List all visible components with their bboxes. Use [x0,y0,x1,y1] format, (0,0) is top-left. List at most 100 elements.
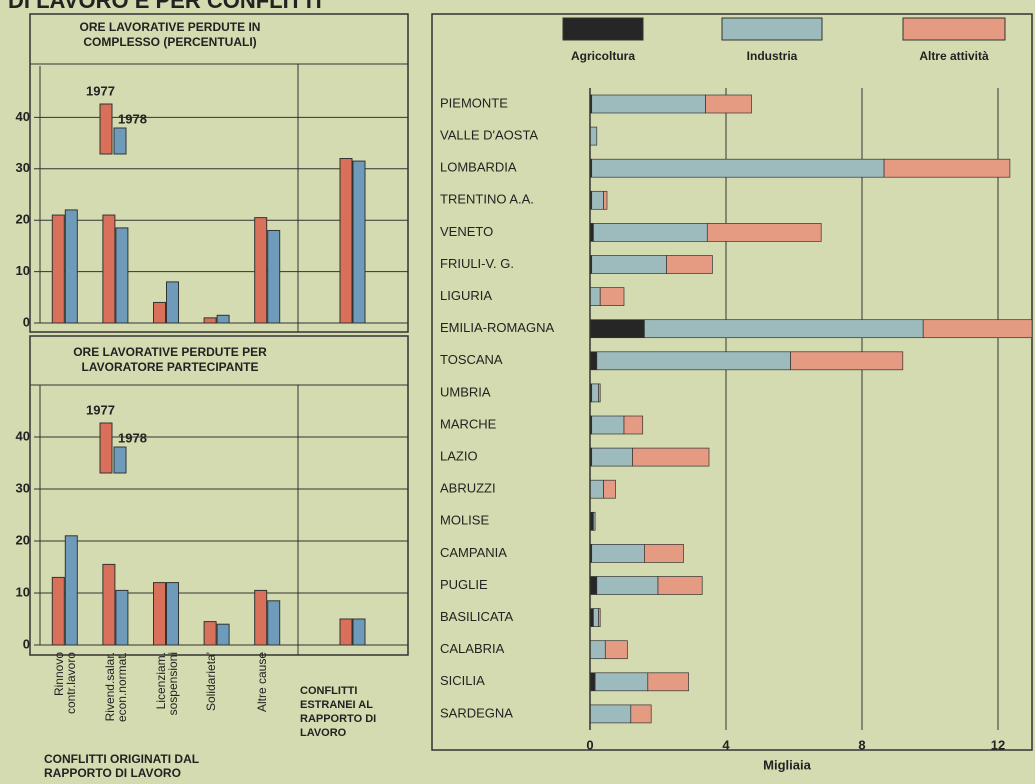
bar [203,621,217,646]
bar [64,209,78,324]
bar-segment [593,608,599,627]
y-tick-label: LOMBARDIA [440,160,517,175]
legend-label: Industria [747,49,798,63]
bar-segment [790,351,904,371]
legend-swatch [113,127,127,155]
y-tick-label: CALABRIA [440,641,505,656]
bar-segment [657,576,703,595]
legend-label: 1977 [86,402,115,417]
y-tick-label: 20 [16,532,30,547]
bar-segment [599,287,625,306]
y-tick-label: FRIULI-V. G. [440,256,514,271]
y-tick-label: 40 [16,428,30,443]
bar-segment [603,190,608,210]
bar-segment [604,640,628,660]
panel-frame [431,13,1033,751]
x-tick-label: 4 [722,737,730,752]
bar-segment [644,544,684,563]
legend-swatch [99,103,113,155]
y-tick-label: 10 [16,584,30,599]
bar-segment [593,223,708,242]
bar-segment [594,672,649,692]
y-tick-label: 0 [23,636,30,651]
bar-segment [589,287,601,306]
bar [153,582,166,646]
bar [64,535,78,646]
legend-swatch [562,17,644,41]
bar [153,301,166,324]
legend-label: 1977 [86,83,115,98]
bar-segment [598,383,601,403]
y-tick-label: LAZIO [440,449,478,464]
y-tick-label: 0 [23,314,30,329]
legend-label: Altre attività [919,49,989,63]
header: DI LAVORO E PER CONFLITTI [8,0,322,13]
bar-segment [593,511,596,531]
bar-segment [647,672,689,692]
bar [102,214,116,324]
bar [51,576,65,646]
bar-segment [589,351,598,371]
y-tick-label: EMILIA-ROMAGNA [440,320,554,335]
bar-segment [589,704,632,724]
bar-segment [705,94,752,114]
legend-label: 1978 [118,430,147,445]
bar-segment [630,704,652,724]
bar [102,563,116,646]
bar [352,160,366,324]
y-tick-label: UMBRIA [440,384,491,399]
group-label: CONFLITTI ORIGINATI DAL RAPPORTO DI LAVO… [44,752,199,780]
x-tick-label: Altre cause [254,652,269,713]
x-tick-label: CONFLITTI ESTRANEI AL RAPPORTO DI LAVORO [300,685,377,739]
bar [166,281,179,324]
y-tick-label: 10 [16,263,30,278]
y-tick-label: 30 [16,480,30,495]
bar-segment [589,126,598,146]
bar-segment [589,479,604,499]
x-tick-label: Rivend.salar. econ.normat. [102,652,129,723]
bar-segment [922,319,1033,339]
bar [267,229,281,324]
y-tick-label: ABRUZZI [440,481,496,496]
y-tick-label: LIGURIA [440,288,492,303]
x-tick-label: Licenziam. sospensioni [153,652,180,716]
y-tick-label: CAMPANIA [440,545,507,560]
bar-segment [591,94,706,114]
y-tick-label: TOSCANA [440,352,503,367]
bar [339,158,353,324]
legend-swatch [902,17,1006,41]
bar [115,227,129,324]
y-tick-label: BASILICATA [440,609,514,624]
bar-segment [596,351,791,371]
bar-segment [666,255,713,274]
bar [254,217,268,324]
bar-segment [589,319,645,339]
bar-segment [598,608,601,627]
x-tick-label: 8 [858,737,865,752]
x-tick-label: 0 [586,737,593,752]
legend-label: 1978 [118,111,147,126]
bar [115,589,129,646]
bar-segment [591,544,645,563]
bar-segment [589,576,598,595]
bar-segment [883,158,1011,178]
y-tick-label: PIEMONTE [440,95,508,110]
legend-swatch [721,17,823,41]
bar-segment [591,383,599,403]
x-tick-label: 12 [991,737,1005,752]
bar-segment [706,223,822,242]
panel-frame [29,13,409,333]
bar-segment [603,479,616,499]
bar-segment [591,190,604,210]
y-tick-label: MARCHE [440,416,497,431]
bar-segment [589,672,596,692]
y-tick-label: MOLISE [440,513,489,528]
legend-swatch [99,422,113,474]
bar-segment [632,447,710,467]
y-tick-label: SARDEGNA [440,705,513,720]
chart-title: ORE LAVORATIVE PERDUTE PER LAVORATORE PA… [73,345,267,374]
bar [166,582,179,646]
y-tick-label: PUGLIE [440,577,488,592]
